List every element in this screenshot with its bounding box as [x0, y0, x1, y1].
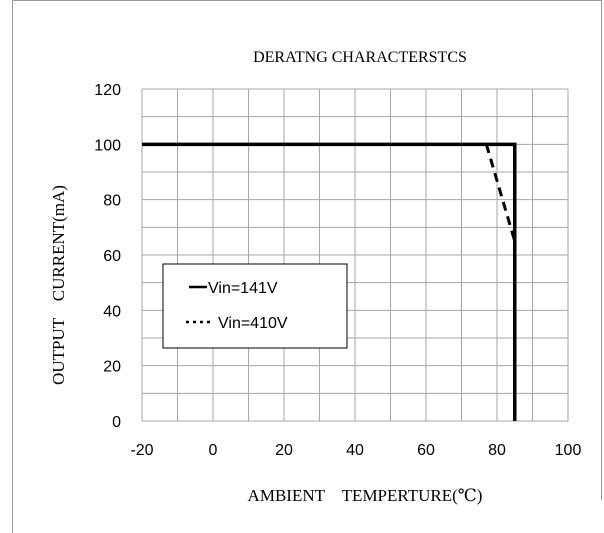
y-tick-labels: 0 20 40 60 80 100 120	[94, 82, 121, 431]
grid-lines	[141, 88, 569, 422]
series-line-vin141	[142, 142, 517, 421]
y-tick-label: 80	[103, 193, 121, 210]
y-tick-label: 60	[103, 248, 121, 265]
y-tick-label: 100	[94, 137, 121, 154]
series-layer	[142, 142, 517, 421]
x-tick-label: 0	[209, 442, 218, 459]
x-tick-label: -20	[130, 442, 153, 459]
legend-label-vin141: Vin=141V	[208, 280, 278, 297]
y-tick-label: 20	[103, 359, 121, 376]
legend: Vin=141V Vin=410V	[162, 263, 348, 349]
series-line-vin410	[484, 143, 517, 242]
chart-left-border	[12, 0, 13, 533]
legend-box	[162, 263, 348, 349]
x-tick-label: 100	[555, 442, 582, 459]
x-tick-label: 20	[275, 442, 293, 459]
x-tick-label: 40	[346, 442, 364, 459]
x-tick-label: 60	[417, 442, 435, 459]
x-axis-label: AMBIENT TEMPERTURE(℃)	[248, 486, 483, 505]
y-tick-label: 120	[94, 82, 121, 99]
chart-title: DERATNG CHARACTERSTCS	[253, 49, 467, 66]
chart-frame	[12, 0, 602, 500]
y-tick-label: 0	[112, 414, 121, 431]
y-axis-label: OUTPUT CURRENT(mA)	[49, 185, 68, 385]
y-tick-label: 40	[103, 303, 121, 320]
x-tick-labels: -20 0 20 40 60 80 100	[130, 442, 581, 459]
x-tick-label: 80	[488, 442, 506, 459]
legend-label-vin410: Vin=410V	[218, 315, 288, 332]
